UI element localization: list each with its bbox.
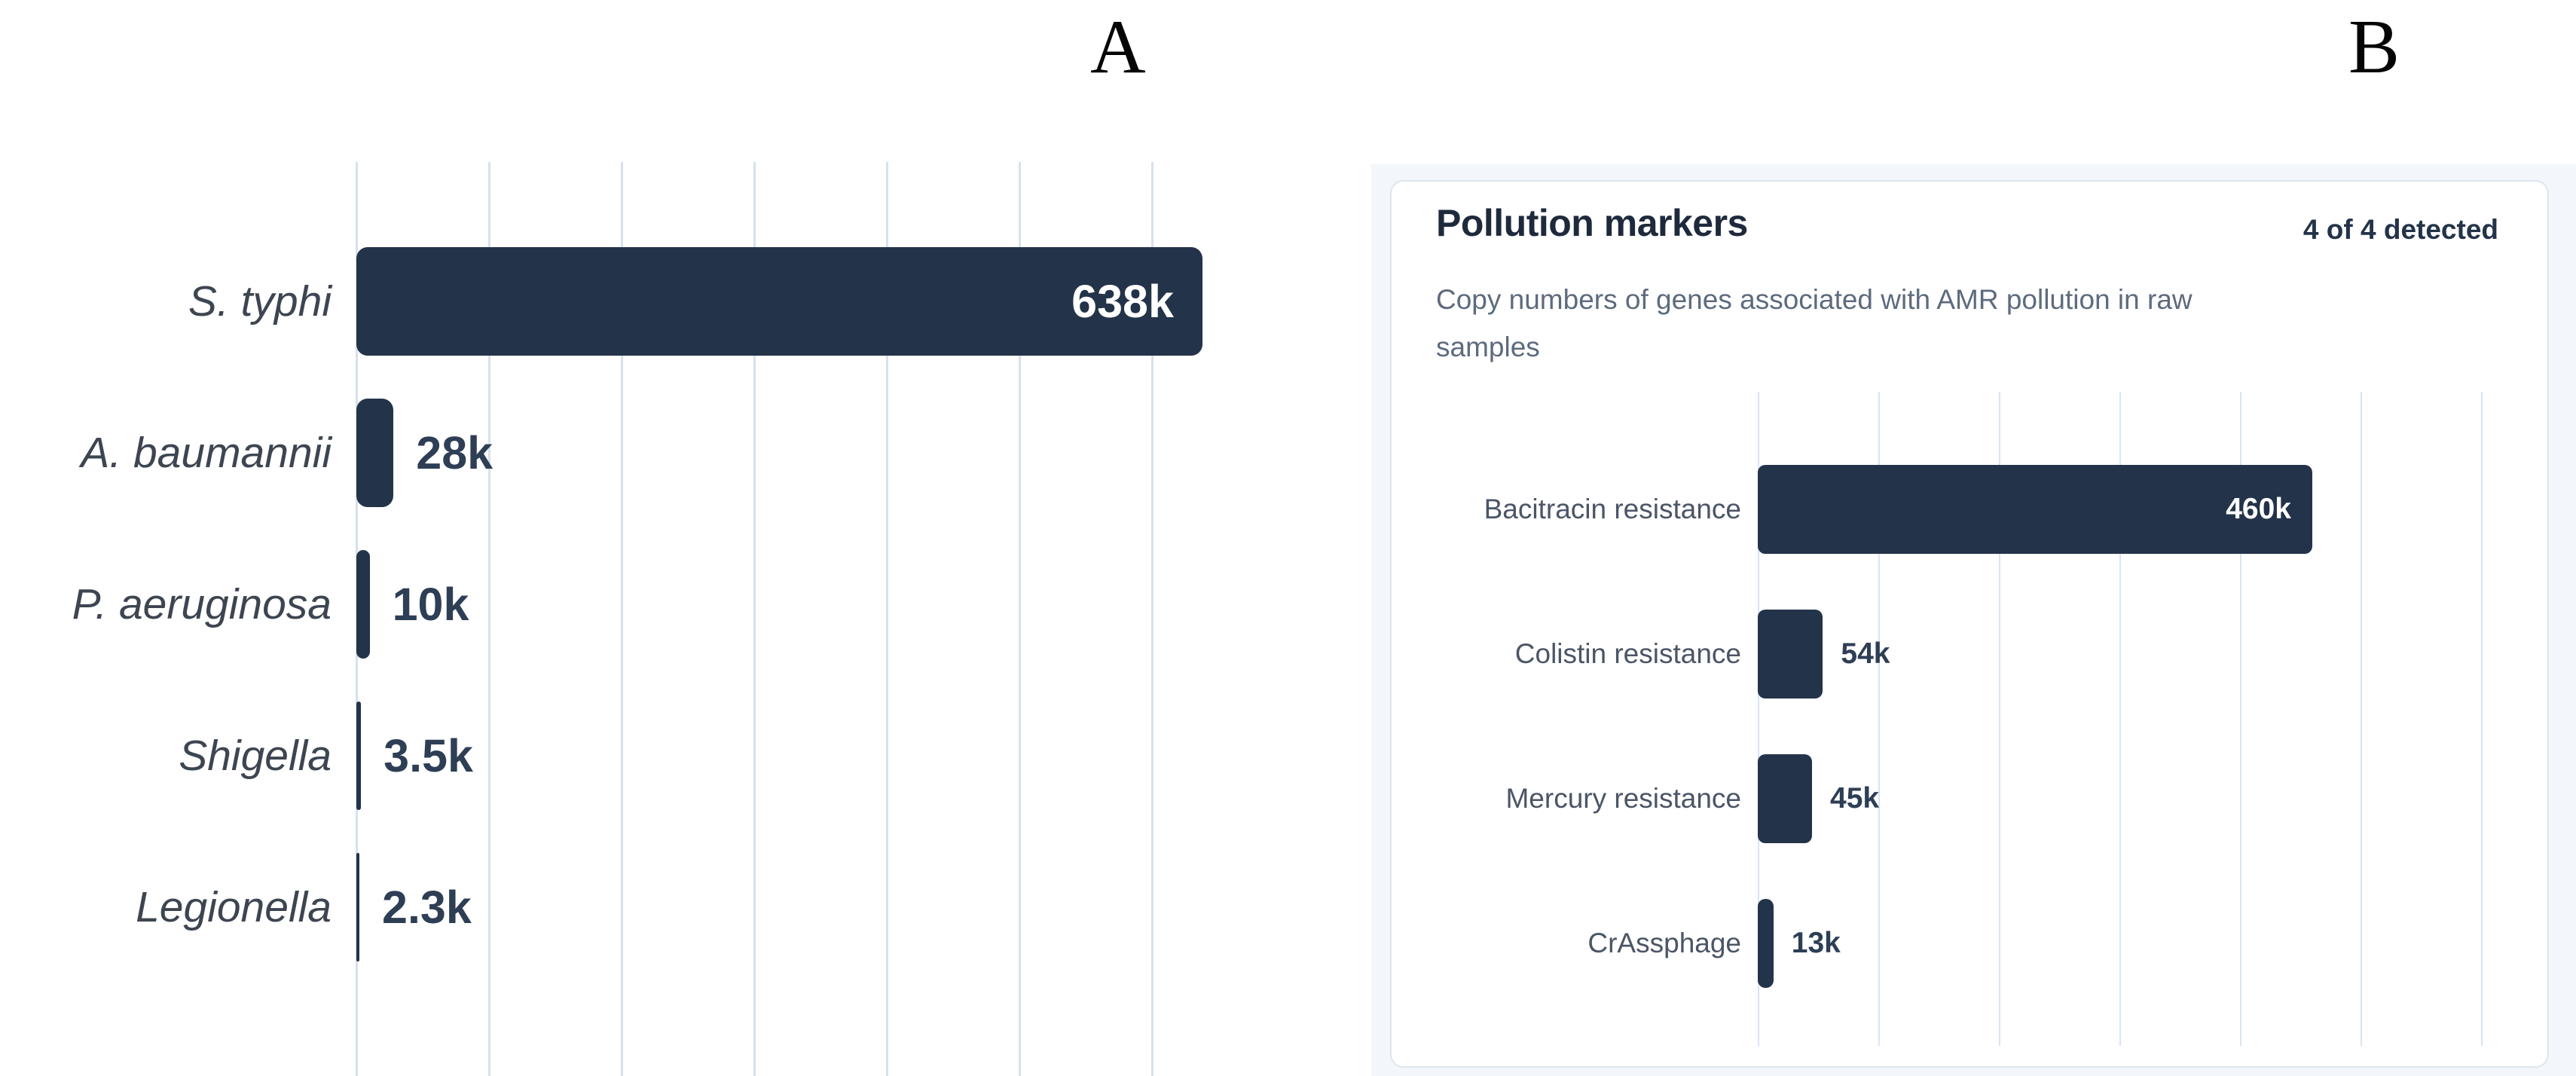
- panel-b-letter: B: [2348, 5, 2400, 90]
- bar: 460k: [1758, 465, 2312, 554]
- chart-row: Legionella 2.3k: [0, 853, 2576, 961]
- chart-row: S. typhi 638k: [0, 247, 2576, 356]
- gridline: [753, 162, 756, 1076]
- category-label: Legionella: [136, 883, 332, 931]
- bar: [1758, 899, 1774, 988]
- gridline: [2481, 392, 2483, 1046]
- gridline: [1878, 392, 1880, 1046]
- gridline: [1019, 162, 1021, 1076]
- category-label: Bacitracin resistance: [1484, 494, 1741, 524]
- chart-row: A. baumannii 28k: [0, 399, 2576, 507]
- chart-row: Shigella 3.5k: [0, 702, 2576, 810]
- pollution-markers-card: [1390, 180, 2549, 1068]
- card-subtitle-line-2: samples: [1436, 332, 1540, 362]
- bar: [356, 399, 394, 507]
- detected-count-badge: 4 of 4 detected: [2303, 214, 2498, 245]
- category-label: A. baumannii: [81, 429, 332, 477]
- gridline: [1999, 392, 2000, 1046]
- category-label: Shigella: [179, 732, 332, 780]
- gridline: [488, 162, 490, 1076]
- card-title: Pollution markers: [1436, 202, 1748, 244]
- bar: [1758, 754, 1812, 843]
- category-label: S. typhi: [188, 277, 332, 326]
- panel-a-letter: A: [1090, 5, 1146, 90]
- bar: 638k: [356, 247, 1202, 356]
- value-label: 10k: [392, 579, 469, 630]
- bar: [356, 550, 370, 659]
- gridline: [1758, 392, 1759, 1046]
- value-label: 54k: [1841, 637, 1890, 670]
- bar: [1758, 610, 1823, 698]
- gridline: [2240, 392, 2241, 1046]
- chart-row: CrAssphage 13k: [0, 899, 2576, 988]
- value-label: 638k: [1071, 276, 1174, 327]
- chart-row: P. aeruginosa 10k: [0, 550, 2576, 659]
- value-label: 45k: [1830, 782, 1880, 815]
- category-label: CrAssphage: [1587, 928, 1741, 958]
- category-label: Colistin resistance: [1514, 638, 1741, 669]
- card-subtitle-line-1: Copy numbers of genes associated with AM…: [1436, 284, 2193, 315]
- value-label: 460k: [2226, 493, 2291, 525]
- bar: [356, 853, 360, 961]
- value-label: 3.5k: [383, 730, 473, 781]
- chart-row: Colistin resistance 54k: [0, 610, 2576, 698]
- gridline: [1151, 162, 1154, 1076]
- bar: [356, 702, 362, 810]
- gridline: [886, 162, 888, 1076]
- gridline: [621, 162, 623, 1076]
- chart-row: Bacitracin resistance 460k: [0, 465, 2576, 554]
- gridline: [2119, 392, 2121, 1046]
- gridline: [2361, 392, 2362, 1046]
- card-subtitle: Copy numbers of genes associated with AM…: [1436, 276, 2408, 371]
- chart-row: Mercury resistance 45k: [0, 754, 2576, 843]
- value-label: 2.3k: [382, 882, 472, 933]
- value-label: 13k: [1791, 927, 1841, 959]
- value-label: 28k: [416, 427, 494, 478]
- category-label: P. aeruginosa: [72, 580, 332, 628]
- category-label: Mercury resistance: [1505, 783, 1741, 814]
